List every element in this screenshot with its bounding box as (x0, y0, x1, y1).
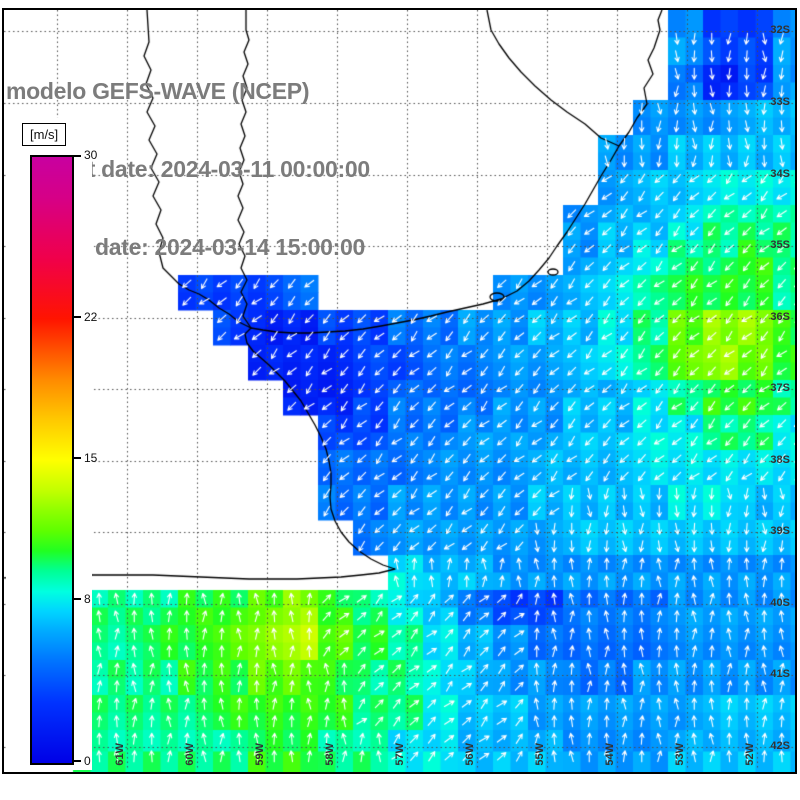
colorbar-tick-label: 30 (84, 148, 98, 162)
model-title: modelo GEFS-WAVE (NCEP) (6, 78, 310, 104)
wave-field-canvas (4, 10, 795, 772)
colorbar-tickmark (74, 457, 81, 459)
colorbar-tickmark (74, 155, 81, 157)
colorbar: [m/s] 0 8 15 22 30 (6, 118, 97, 770)
colorbar-tickmark (74, 315, 81, 318)
colorbar-tickmark (74, 598, 81, 601)
colorbar-ticks: 0 8 15 22 30 (74, 148, 100, 768)
colorbar-tick-label: 8 (84, 592, 91, 607)
colorbar-tick-label: 15 (84, 451, 98, 465)
colorbar-gradient (30, 155, 74, 765)
colorbar-unit-label: [m/s] (22, 123, 67, 146)
colorbar-tick-label: 0 (84, 754, 91, 768)
colorbar-tick-label: 22 (84, 309, 98, 324)
colorbar-tickmark (74, 760, 81, 762)
